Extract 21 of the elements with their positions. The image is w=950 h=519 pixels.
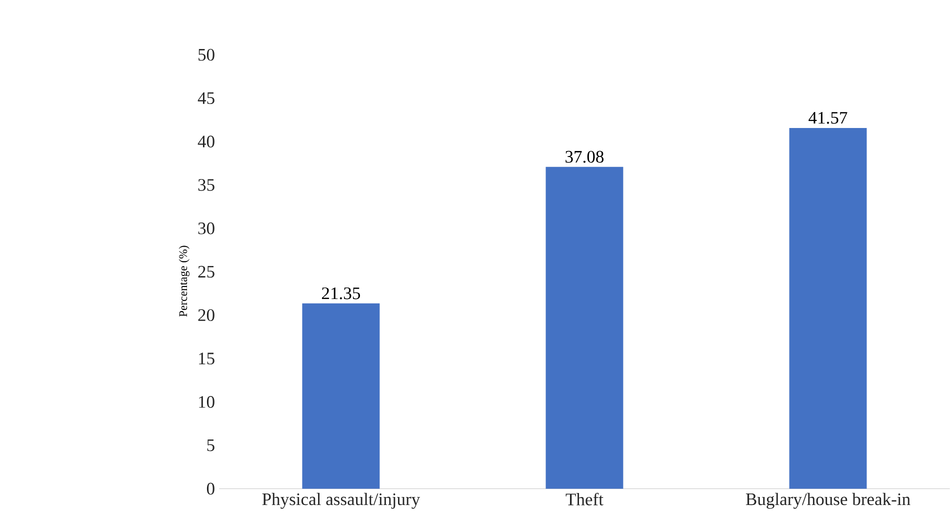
data-label: 21.35: [322, 287, 360, 300]
bar: [546, 166, 624, 489]
y-axis-title: Percentage (%): [178, 246, 190, 317]
y-tick-label: 20: [198, 309, 214, 321]
y-tick-label: 5: [207, 439, 214, 451]
data-label: 37.08: [566, 150, 604, 163]
data-label: 41.57: [808, 112, 848, 124]
y-tick-label: 50: [198, 48, 214, 61]
y-tick-label: 30: [198, 222, 214, 234]
x-tick-label: Buglary/house break-in: [746, 492, 910, 509]
y-tick-label: 40: [198, 135, 214, 148]
bar: [302, 303, 380, 489]
x-tick-label: Physical assault/injury: [262, 492, 420, 509]
bar: [789, 128, 867, 489]
y-tick-label: 0: [206, 482, 214, 494]
y-tick-label: 15: [199, 352, 214, 364]
y-tick-label: 25: [198, 266, 214, 278]
x-tick-label: Theft: [566, 492, 604, 506]
y-tick-label: 35: [198, 178, 214, 191]
y-tick-label: 10: [199, 396, 214, 408]
y-tick-label: 45: [198, 92, 214, 104]
